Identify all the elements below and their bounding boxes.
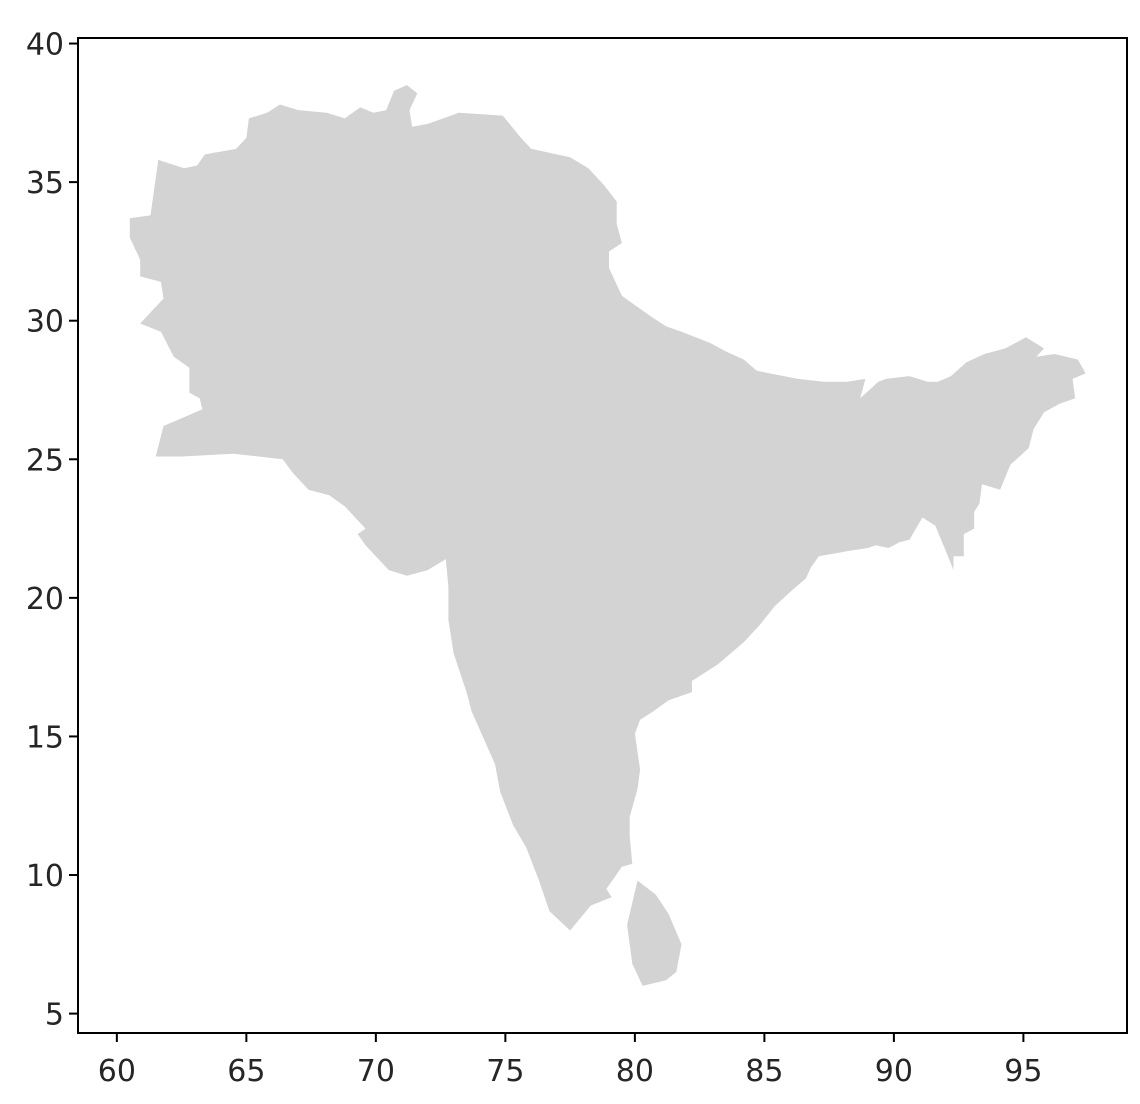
y-tick-label: 10 [26, 859, 64, 894]
x-tick-label: 95 [1004, 1054, 1042, 1089]
region-sri-lanka [627, 880, 682, 986]
x-tick-label: 85 [745, 1054, 783, 1089]
x-tick-label: 65 [227, 1054, 265, 1089]
region-south-asia-mainland [129, 85, 1086, 931]
y-axis: 5 10 15 20 25 30 35 40 [26, 28, 78, 1033]
x-axis: 60 65 70 75 80 85 90 95 [98, 1033, 1042, 1089]
y-tick-label: 15 [26, 720, 64, 755]
y-tick-label: 25 [26, 443, 64, 478]
x-tick-label: 75 [486, 1054, 524, 1089]
x-tick-label: 60 [98, 1054, 136, 1089]
y-tick-label: 35 [26, 166, 64, 201]
plot-area [77, 37, 1128, 1034]
regions-layer [129, 85, 1086, 986]
y-tick-label: 30 [26, 305, 64, 340]
y-tick-label: 40 [26, 28, 64, 63]
y-tick-label: 5 [45, 998, 64, 1033]
y-tick-label: 20 [26, 582, 64, 617]
x-tick-label: 70 [357, 1054, 395, 1089]
x-tick-label: 80 [616, 1054, 654, 1089]
plot-frame [77, 37, 1128, 1034]
x-tick-label: 90 [875, 1054, 913, 1089]
